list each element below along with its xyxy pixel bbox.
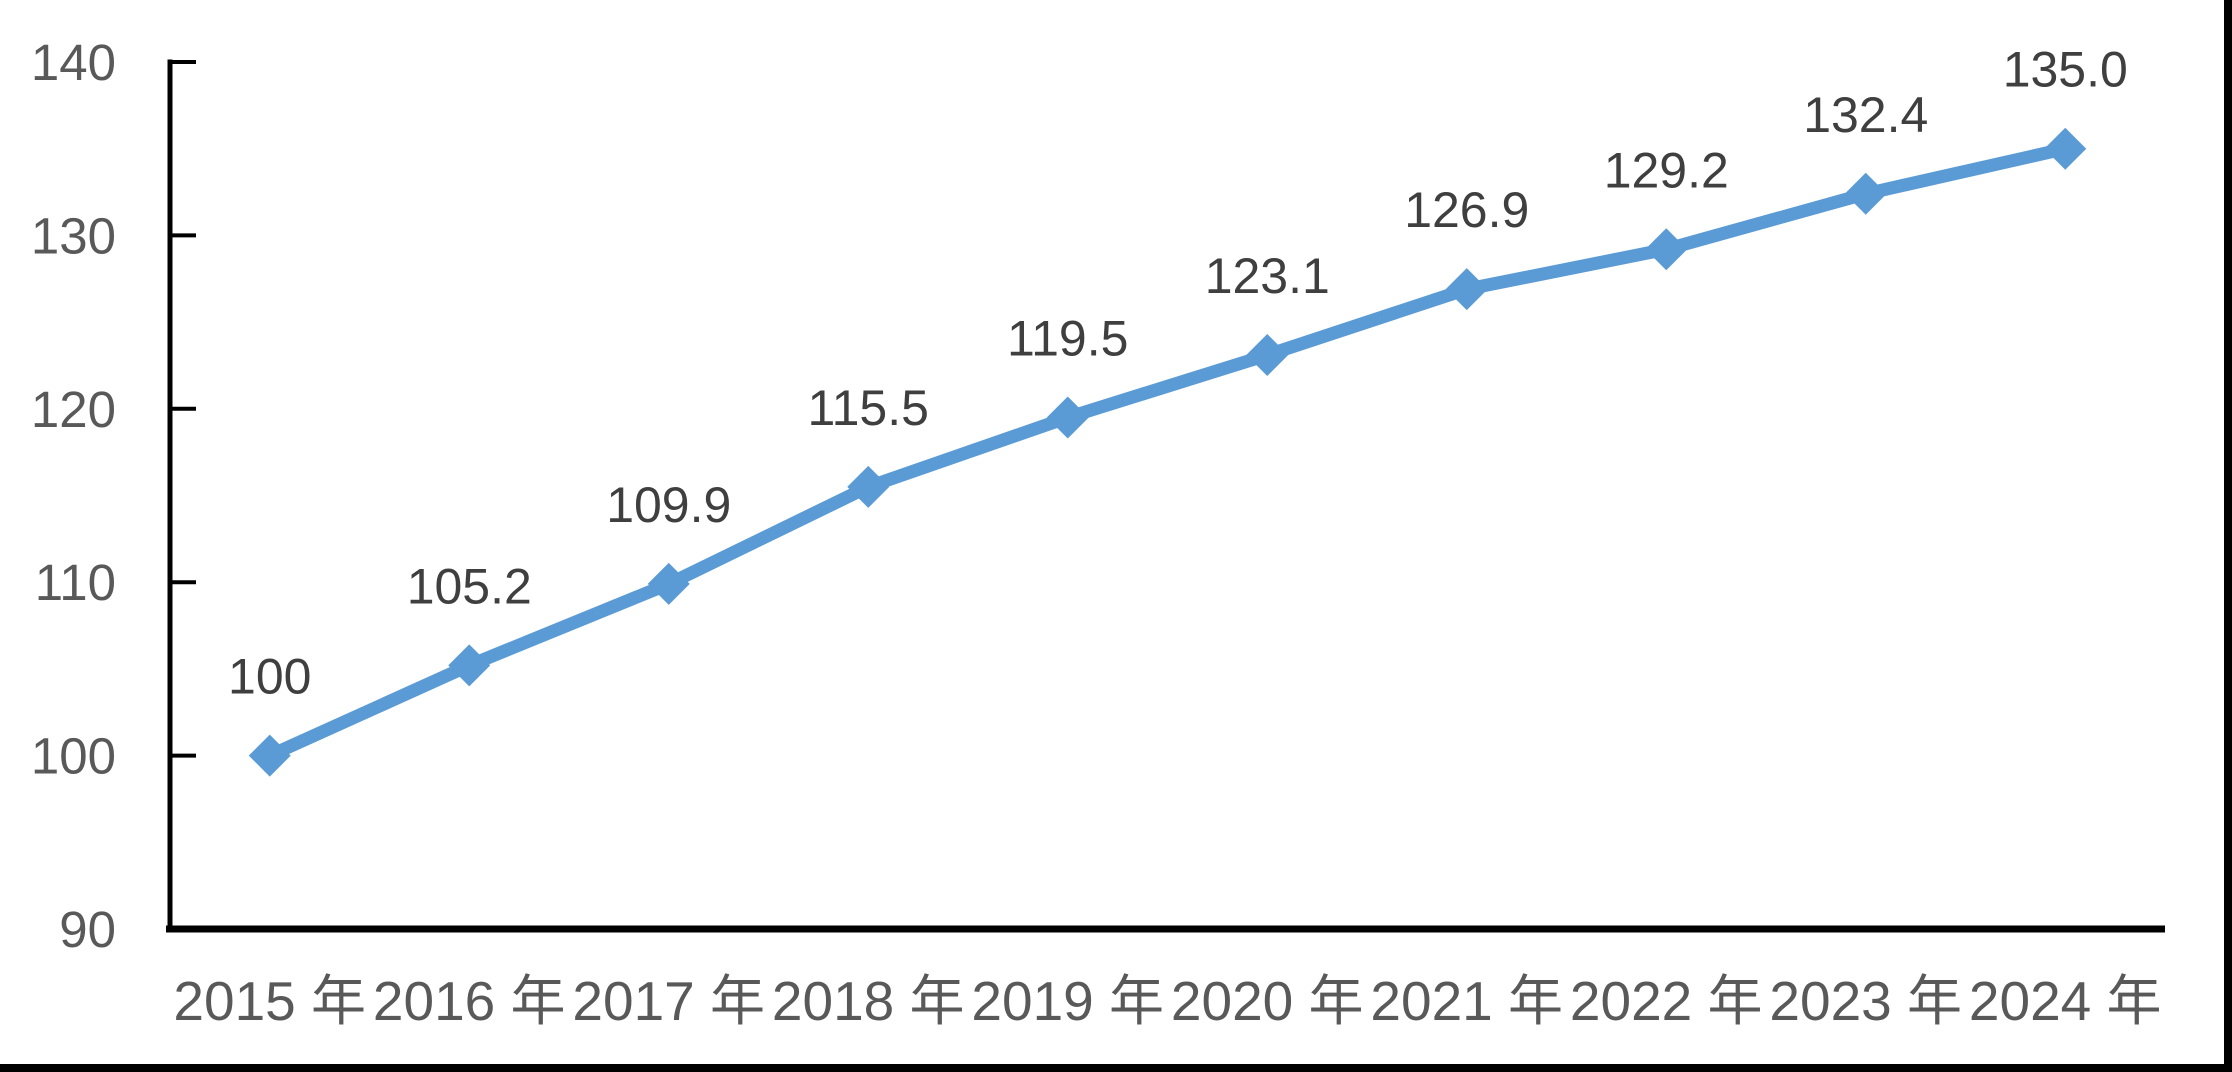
data-point-marker xyxy=(448,644,491,687)
x-tick-label: 2020 年 xyxy=(1171,970,1364,1032)
y-tick-label: 90 xyxy=(59,901,116,958)
y-tick-label: 100 xyxy=(31,728,116,785)
data-point-marker xyxy=(1645,228,1688,271)
y-tick-label: 130 xyxy=(31,207,116,264)
y-tick-label: 120 xyxy=(31,381,116,438)
data-point-marker xyxy=(2044,127,2087,170)
x-tick-label: 2022 年 xyxy=(1570,970,1763,1032)
data-point-label: 100 xyxy=(228,649,311,705)
data-point-marker xyxy=(1046,396,1089,439)
data-point-marker xyxy=(1445,268,1488,311)
data-point-marker xyxy=(647,562,690,605)
y-tick-label: 140 xyxy=(31,34,116,91)
data-point-label: 129.2 xyxy=(1604,142,1729,198)
x-tick-label: 2017 年 xyxy=(572,970,765,1032)
data-point-label: 132.4 xyxy=(1803,87,1928,143)
x-tick-label: 2023 年 xyxy=(1769,970,1962,1032)
data-point-label: 135.0 xyxy=(2003,42,2128,98)
data-point-label: 123.1 xyxy=(1205,248,1330,304)
x-tick-label: 2018 年 xyxy=(772,970,965,1032)
data-point-label: 109.9 xyxy=(606,477,731,533)
x-tick-label: 2019 年 xyxy=(971,970,1164,1032)
series-line xyxy=(263,142,2072,763)
y-tick-label: 110 xyxy=(35,554,116,611)
data-point-marker xyxy=(1246,334,1289,377)
data-point-label: 105.2 xyxy=(407,558,532,614)
data-point-marker xyxy=(847,465,890,508)
data-point-label: 119.5 xyxy=(1007,310,1128,366)
data-point-marker xyxy=(248,734,291,777)
data-point-marker xyxy=(1844,172,1887,215)
x-tick-label: 2016 年 xyxy=(373,970,566,1032)
data-point-label: 126.9 xyxy=(1404,182,1529,238)
x-tick-label: 2015 年 xyxy=(173,970,366,1032)
x-tick-label: 2021 年 xyxy=(1370,970,1563,1032)
data-point-label: 115.5 xyxy=(808,380,929,436)
x-tick-label: 2024 年 xyxy=(1969,970,2162,1032)
